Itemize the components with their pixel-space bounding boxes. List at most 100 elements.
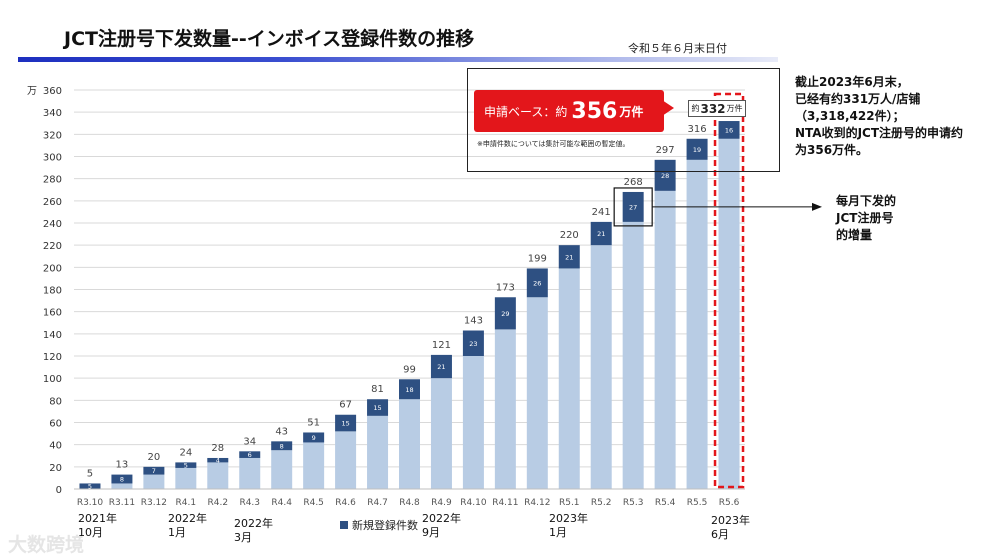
summary-line: （3,318,422件）； xyxy=(795,109,905,123)
x-tick-label: R5.4 xyxy=(655,498,676,508)
x-tick-label: R4.12 xyxy=(524,498,550,508)
x-tick-label: R4.5 xyxy=(303,498,324,508)
x-tick-label: R4.8 xyxy=(399,498,420,508)
callout-approx: 約 xyxy=(555,104,568,119)
total-label: 28 xyxy=(211,443,224,454)
increment-label: 6 xyxy=(248,451,252,459)
bar-base xyxy=(622,221,644,489)
application-callout: 申請ベース： 約 356 万件 xyxy=(474,90,664,132)
bar-base xyxy=(271,450,293,489)
bar-increment xyxy=(143,466,165,475)
x-tick-label: R4.10 xyxy=(460,498,487,508)
bar-increment xyxy=(367,399,389,416)
y-tick-label: 0 xyxy=(56,485,62,496)
bar-base xyxy=(558,268,580,489)
increment-label: 4 xyxy=(216,457,220,465)
bar-increment xyxy=(111,474,133,484)
total-label: 81 xyxy=(371,384,384,395)
increment-label: 8 xyxy=(280,442,284,450)
summary-line: 已经有约331万人/店铺 xyxy=(795,92,921,106)
bar-increment xyxy=(686,138,708,160)
date-label: 令和５年６月末日付 xyxy=(628,42,727,55)
y-tick-label: 360 xyxy=(43,86,62,97)
latest-total-label: 約 332 万件 xyxy=(688,100,746,117)
bar-increment xyxy=(239,451,261,458)
total-label: 51 xyxy=(307,417,320,428)
total-label: 34 xyxy=(243,436,256,447)
summary-line: 截止2023年6月末， xyxy=(795,75,909,89)
increment-label: 18 xyxy=(405,386,413,394)
arrow-head xyxy=(812,202,822,211)
bar-increment xyxy=(654,159,676,191)
increment-line: 的增量 xyxy=(836,228,873,242)
y-tick-label: 300 xyxy=(43,153,62,164)
increment-label: 5 xyxy=(184,462,188,470)
y-tick-label: 80 xyxy=(49,396,62,407)
bar-base xyxy=(399,399,420,489)
increment-annotation: 每月下发的 JCT注册号 的增量 xyxy=(836,193,896,244)
increment-label: 8 xyxy=(120,476,124,484)
increment-label: 21 xyxy=(437,363,445,371)
legend-swatch xyxy=(340,521,348,529)
summary-line: NTA收到的JCT注册号的申请约 xyxy=(795,126,964,140)
y-tick-label: 60 xyxy=(49,419,62,430)
increment-label: 7 xyxy=(152,467,156,475)
increment-label: 28 xyxy=(661,172,669,180)
year-label: 2021年 10月 xyxy=(78,512,117,539)
increment-label: 15 xyxy=(373,404,381,412)
title-underline xyxy=(18,57,778,62)
y-tick-label: 160 xyxy=(43,308,62,319)
bar-increment xyxy=(399,379,420,400)
x-tick-label: R5.5 xyxy=(687,498,708,508)
bar-increment xyxy=(526,268,548,298)
x-tick-label: R4.6 xyxy=(335,498,356,508)
y-tick-label: 220 xyxy=(43,241,62,252)
y-tick-label: 240 xyxy=(43,219,62,230)
x-tick-label: R4.2 xyxy=(207,498,228,508)
bar-base xyxy=(111,483,133,489)
increment-label: 19 xyxy=(693,146,701,154)
bar-base xyxy=(590,245,612,489)
x-tick-label: R4.11 xyxy=(492,498,518,508)
y-tick-label: 200 xyxy=(43,263,62,274)
total-label: 121 xyxy=(432,340,451,351)
bar-base xyxy=(494,329,516,489)
y-tick-label: 320 xyxy=(43,130,62,141)
bar-increment xyxy=(207,457,229,463)
watermark-logo: 大数跨境 xyxy=(8,534,85,556)
x-tick-label: R4.3 xyxy=(239,498,260,508)
callout-note: ※申請件数については集計可能な範囲の暫定値。 xyxy=(477,140,630,148)
x-tick-label: R3.11 xyxy=(109,498,135,508)
year-label: 2022年 1月 xyxy=(168,512,207,539)
x-tick-label: R3.12 xyxy=(141,498,167,508)
bar-base xyxy=(462,356,484,489)
bar-increment xyxy=(303,432,325,443)
increment-line: JCT注册号 xyxy=(836,211,894,225)
page-title: JCT注册号下发数量--インボイス登録件数の推移 xyxy=(64,28,475,50)
bar-increment xyxy=(79,483,101,489)
x-tick-label: R4.1 xyxy=(176,498,197,508)
year-label: 2022年 3月 xyxy=(234,517,273,544)
y-tick-label: 180 xyxy=(43,286,62,297)
year-label: 2023年 1月 xyxy=(549,512,588,539)
y-tick-label: 140 xyxy=(43,330,62,341)
x-tick-label: R5.1 xyxy=(559,498,580,508)
increment-label: 23 xyxy=(469,340,477,348)
total-label: 268 xyxy=(624,177,643,188)
total-label: 5 xyxy=(87,468,93,479)
increment-label: 5 xyxy=(88,483,92,491)
bar-increment xyxy=(590,221,612,246)
y-tick-label: 100 xyxy=(43,374,62,385)
increment-label: 21 xyxy=(565,253,573,261)
x-tick-label: R4.4 xyxy=(271,498,292,508)
callout-value: 356 xyxy=(571,98,618,124)
year-label: 2022年 9月 xyxy=(422,512,461,539)
total-label: 220 xyxy=(560,230,579,241)
x-tick-label: R5.6 xyxy=(719,498,740,508)
bar-base xyxy=(335,431,357,489)
total-label: 43 xyxy=(275,426,288,437)
y-tick-label: 280 xyxy=(43,175,62,186)
x-tick-label: R4.7 xyxy=(367,498,388,508)
bar-increment xyxy=(462,330,484,356)
